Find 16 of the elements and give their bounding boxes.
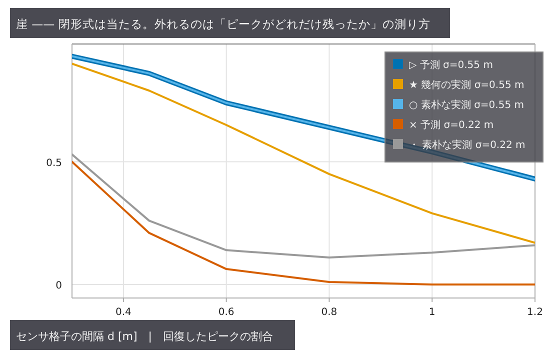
chart-title: 崖 —— 閉形式は当たる。外れるのは「ピークがどれだけ残ったか」の測り方 [16,17,430,31]
x-tick-label: 0.4 [115,307,132,318]
x-axis-title: センサ格子の間隔 d [m] | 回復したピークの割合 [16,330,273,343]
legend-label: ・ 素朴な実測 σ=0.22 m [409,139,526,151]
legend-label: ▷ 予測 σ=0.55 m [409,59,493,71]
line-series [72,153,535,259]
line-series [72,160,535,286]
legend-label: ★ 幾何の実測 σ=0.55 m [409,79,524,91]
y-tick-label: 0 [56,280,62,292]
x-tick-label: 0.6 [218,307,234,318]
x-tick-label: 1 [428,307,436,318]
x-tick-label: 1.2 [527,307,543,318]
legend-label: × 予測 σ=0.22 m [409,119,494,131]
y-tick-label: 0.5 [46,158,62,169]
x-tick-label: 0.8 [321,307,338,318]
legend-label: ○ 素朴な実測 σ=0.55 m [409,99,524,111]
